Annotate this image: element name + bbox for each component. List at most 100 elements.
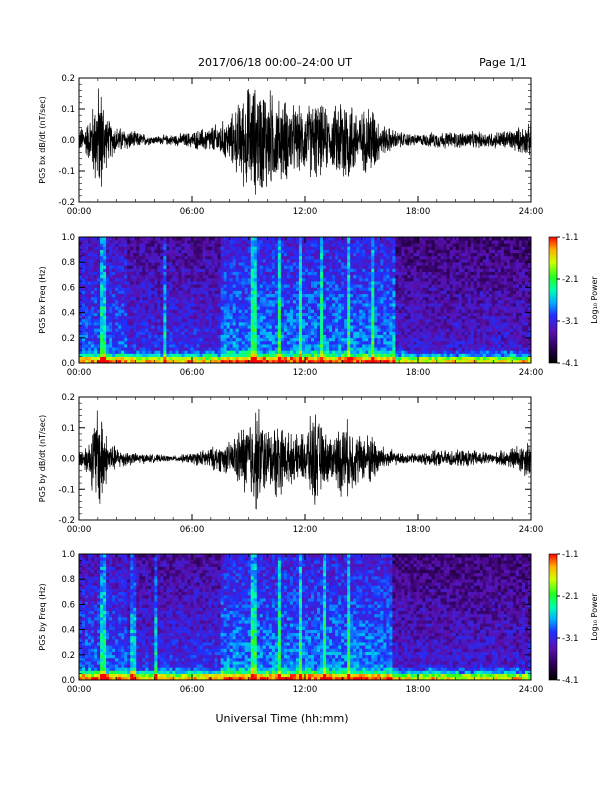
panel2-cell [350,290,354,294]
panel2-cell [124,328,128,332]
panel2-cell [187,318,191,323]
panel2-cell [301,252,306,257]
panel2-cell [199,347,203,351]
panel2-cell [85,259,89,263]
panel2-cell [193,300,197,304]
panel2-cell [82,334,86,339]
panel2-cell [115,252,119,257]
panel2-cell [157,293,161,298]
panel2-cell [250,259,255,263]
panel2-cell [130,356,134,361]
panel2-cell [121,334,125,339]
panel2-cell [422,322,426,326]
panel2-cell [94,309,98,313]
panel2-cell [323,281,327,285]
panel2-cell [163,359,167,364]
panel2-cell [265,303,270,307]
panel2-cell [94,243,98,247]
panel2-cell [311,344,315,348]
panel2-cell [79,296,83,301]
panel2-cell [377,262,381,266]
panel2-cell [145,303,149,307]
panel2-cell [326,259,330,263]
panel2-cell [256,243,261,247]
panel2-cell [332,255,336,260]
panel2-cell [199,353,203,357]
panel2-cell [253,262,258,266]
panel2-cell [157,359,161,364]
panel2-cell [386,328,390,332]
panel2-cell [199,303,203,307]
panel2-cell [368,293,372,298]
panel2-cell [431,237,435,241]
panel2-cell [274,293,279,298]
panel2-cell [202,290,206,294]
panel2-cell [434,237,438,241]
panel2-cell [145,353,149,357]
panel2-cell [413,268,417,272]
panel2-cell [283,315,288,320]
panel2-cell [419,344,423,348]
panel2-cell [226,262,230,266]
panel2-cell [443,296,447,301]
panel2-cell [326,287,330,291]
panel2-cell [274,334,279,339]
panel2-cell [145,318,149,323]
panel2-cell [139,353,143,357]
panel2-cell [256,359,261,364]
panel2-cell [181,290,185,294]
panel2-cell [103,322,107,326]
panel2-cell [437,340,441,345]
panel2-cell [229,309,233,313]
panel2-cell [223,290,227,294]
panel2-cell [220,318,224,323]
panel2-cell [305,331,309,335]
panel2-cell [154,340,158,345]
panel2-cell [320,284,324,288]
panel2-cell [166,255,170,260]
panel2-cell [115,277,119,282]
panel2-cell [139,237,143,241]
panel2-cell [268,268,273,272]
panel2-cell [85,243,89,247]
panel2-cell [311,306,315,310]
panel2-cell [256,356,261,361]
panel2-cell [404,337,408,342]
panel2-cell [422,306,426,310]
panel2-cell [121,309,125,313]
panel2-cell [341,350,345,354]
panel2-cell [190,284,194,288]
panel2-cell [344,337,348,342]
panel2-cell [374,281,378,285]
panel2-cell [250,306,255,310]
panel2-cell [163,300,167,304]
panel2-cell [341,353,345,357]
panel2-cell [160,340,164,345]
panel2-cell [175,274,179,279]
panel2-cell [175,334,179,339]
panel2-cell [301,290,306,294]
panel2-cell [317,322,321,326]
panel2-cell [434,262,438,266]
panel2-cell [193,312,197,317]
panel2-cell [139,249,143,254]
panel2-cell [220,240,224,244]
panel2-cell [175,265,179,269]
panel2-cell [121,359,125,364]
panel2-cell [353,274,357,279]
panel2-cell [277,318,282,323]
panel2-cell [380,353,384,357]
panel2-cell [148,300,152,304]
panel2-cell [124,237,128,241]
panel2-cell [286,331,291,335]
panel2-cell [356,293,360,298]
panel2-cell [244,331,249,335]
panel2-cell [127,312,131,317]
panel2-cell [163,312,167,317]
panel2-cell [362,255,366,260]
panel2-cell [371,255,375,260]
panel2-cell [419,246,423,250]
panel2-cell [91,340,95,345]
panel2-cell [112,290,116,294]
panel2-cell [443,347,447,351]
